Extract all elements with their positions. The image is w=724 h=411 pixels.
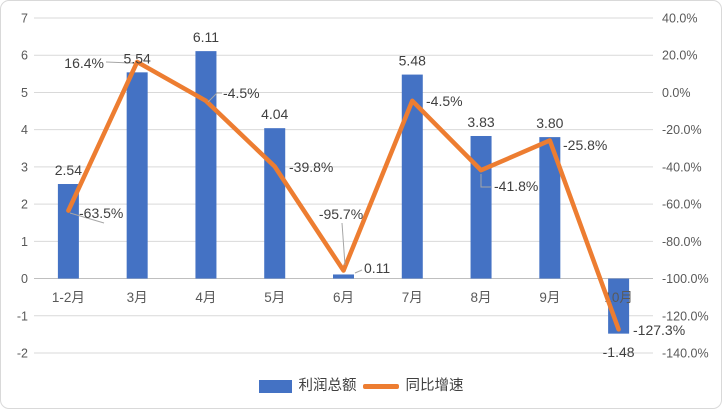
line-data-label: -4.5% [426, 93, 463, 109]
bar-data-label: 4.04 [261, 106, 288, 122]
line-data-label: 16.4% [64, 55, 104, 71]
right-axis-tick: -140.0% [662, 347, 709, 361]
left-axis-tick: -1 [17, 309, 28, 323]
label-leader-line [354, 269, 363, 274]
right-axis-tick: -100.0% [662, 272, 709, 286]
legend-label-profit: 利润总额 [298, 378, 357, 394]
left-axis-tick: 6 [21, 49, 28, 63]
right-axis-tick: -20.0% [662, 123, 702, 137]
profit-bar [539, 137, 561, 279]
bar-data-label: 2.54 [55, 162, 82, 178]
category-label: 5月 [264, 290, 285, 305]
bar-data-label: 3.83 [467, 114, 494, 130]
category-label: 9月 [539, 290, 560, 305]
chart-legend: 利润总额 同比增速 [1, 376, 721, 396]
line-data-label: -39.8% [289, 159, 333, 175]
line-data-label: -41.8% [494, 178, 538, 194]
left-axis-tick: -2 [17, 347, 28, 361]
profit-bar [264, 128, 286, 279]
profit-bar [57, 184, 79, 279]
category-label: 10月 [604, 290, 633, 305]
legend-label-growth: 同比增速 [405, 378, 464, 394]
line-data-label: -95.7% [319, 206, 363, 222]
left-axis-tick: 4 [21, 123, 28, 137]
line-series-swatch [362, 383, 399, 389]
left-axis-tick: 0 [21, 272, 28, 286]
right-axis-tick: -60.0% [662, 198, 702, 212]
category-label: 6月 [333, 290, 354, 305]
category-label: 3月 [127, 290, 148, 305]
left-axis-tick: 1 [21, 235, 28, 249]
label-leader-line [105, 61, 134, 64]
category-label: 8月 [471, 290, 492, 305]
bar-data-label: 6.11 [193, 29, 219, 45]
line-data-label: -25.8% [563, 137, 607, 153]
category-label: 1-2月 [52, 290, 85, 305]
category-label: 7月 [402, 290, 423, 305]
bar-data-label: -1.48 [603, 344, 635, 360]
right-axis-tick: -80.0% [662, 235, 702, 249]
left-axis-tick: 2 [21, 198, 28, 212]
bar-data-label: 0.11 [364, 260, 390, 276]
line-data-label: -63.5% [79, 205, 123, 221]
right-axis-tick: 40.0% [662, 12, 697, 26]
profit-bar [401, 74, 423, 279]
profit-bar [333, 274, 354, 279]
bar-data-label: 3.80 [536, 115, 563, 131]
right-axis-tick: 20.0% [662, 49, 697, 63]
left-axis-tick: 5 [21, 86, 28, 100]
label-leader-line [207, 92, 222, 103]
right-axis-tick: -120.0% [662, 309, 709, 323]
line-data-label: -127.3% [633, 322, 685, 338]
bar-series-swatch [258, 379, 292, 393]
profit-bar [195, 51, 217, 279]
category-label: 4月 [195, 290, 216, 305]
line-data-label: -4.5% [223, 85, 260, 101]
growth-line [66, 59, 621, 332]
legend-item-profit: 利润总额 [258, 376, 357, 396]
left-axis-tick: 7 [21, 12, 28, 26]
bar-data-label: 5.48 [399, 53, 426, 69]
right-axis-tick: 0.0% [662, 86, 691, 100]
profit-bar [126, 72, 148, 279]
profit-bar [470, 135, 492, 279]
label-leader-line [341, 222, 346, 266]
label-leader-line [480, 174, 491, 188]
label-leader-line [69, 212, 105, 224]
left-axis-tick: 3 [21, 160, 28, 174]
legend-item-growth: 同比增速 [362, 376, 464, 396]
bar-data-label: 5.54 [124, 50, 151, 66]
right-axis-tick: -40.0% [662, 160, 702, 174]
